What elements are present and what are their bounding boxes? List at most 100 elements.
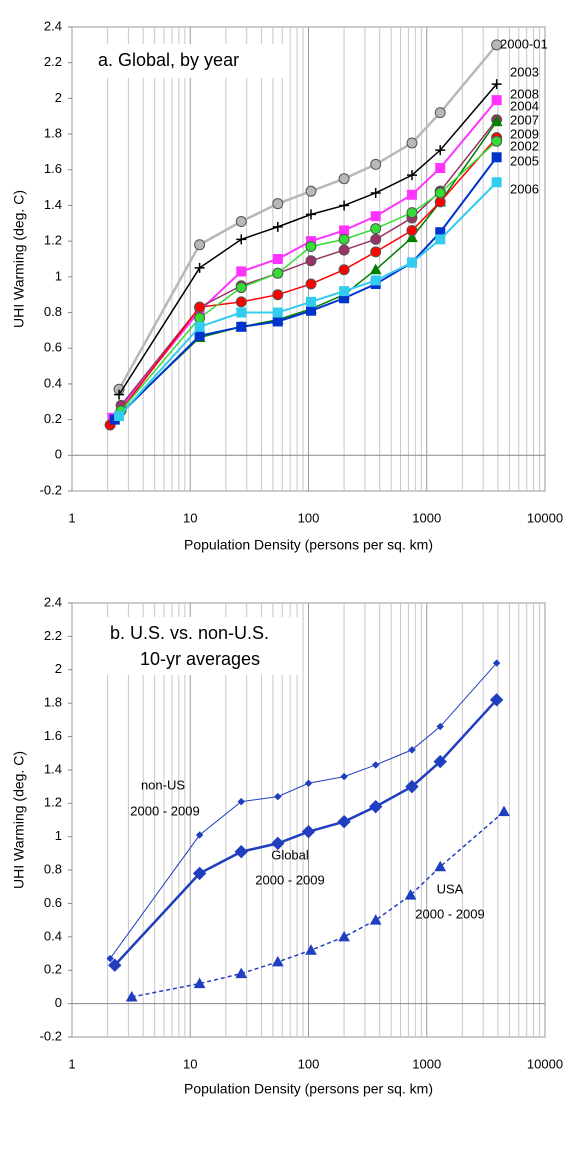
marker	[194, 301, 206, 313]
marker	[194, 321, 205, 332]
annotation: Global	[271, 847, 309, 862]
marker	[406, 257, 417, 268]
y-tick-label: 2	[55, 90, 62, 105]
marker	[491, 95, 502, 106]
series-line	[118, 83, 498, 396]
marker	[305, 944, 317, 955]
marker	[339, 286, 350, 297]
marker	[114, 389, 125, 400]
annotation: 2000 - 2009	[415, 906, 484, 921]
marker	[194, 239, 206, 251]
marker	[489, 693, 504, 707]
series-line	[120, 119, 498, 406]
x-tick-label: 10	[183, 1056, 197, 1071]
marker	[338, 930, 350, 942]
y-tick-label: 1.4	[44, 197, 62, 212]
y-tick-label: 0.2	[44, 411, 62, 426]
marker	[235, 296, 247, 308]
marker	[434, 187, 446, 199]
marker	[435, 145, 446, 156]
marker	[498, 805, 510, 817]
series-line	[117, 44, 498, 390]
x-tick-label: 1000	[412, 510, 441, 525]
y-tick-label: 0.4	[44, 375, 62, 390]
x-tick-label: 100	[298, 1056, 320, 1071]
marker	[491, 135, 503, 147]
annotation: non-US	[141, 777, 185, 792]
marker	[194, 330, 205, 341]
y-tick-label: 1.2	[44, 795, 62, 810]
marker	[338, 173, 350, 185]
marker	[492, 659, 501, 667]
x-tick-label: 1000	[412, 1056, 441, 1071]
y-tick-label: -0.2	[40, 1028, 62, 1043]
marker	[305, 241, 317, 253]
marker	[370, 211, 381, 222]
marker	[370, 187, 381, 198]
marker	[370, 223, 382, 235]
marker	[406, 224, 418, 236]
series-label: 2000-01	[500, 36, 548, 51]
marker	[370, 246, 382, 258]
marker	[272, 254, 283, 264]
x-tick-label: 100	[298, 510, 320, 525]
y-tick-label: 0.2	[44, 962, 62, 977]
x-tick-label: 10000	[527, 1056, 563, 1071]
series-label: 2007	[510, 112, 539, 127]
marker	[369, 914, 382, 925]
y-tick-label: 0	[55, 447, 62, 462]
marker	[272, 316, 283, 327]
chart-title: a. Global, by year	[98, 50, 239, 70]
chart-title: 10-yr averages	[140, 649, 260, 669]
annotation: 2000 - 2009	[255, 872, 324, 887]
marker	[370, 158, 382, 170]
marker	[338, 233, 350, 245]
marker	[405, 779, 419, 794]
y-tick-label: 0.4	[44, 928, 62, 943]
marker	[370, 275, 381, 286]
marker	[236, 266, 247, 277]
y-tick-label: 1.2	[44, 233, 62, 248]
marker	[301, 824, 316, 839]
marker	[370, 233, 382, 245]
series-line	[111, 99, 498, 419]
title-box	[88, 44, 283, 78]
series-label: 2008	[510, 86, 539, 101]
marker	[272, 198, 284, 210]
marker	[271, 836, 285, 851]
marker	[339, 200, 350, 211]
marker	[434, 860, 447, 872]
marker	[194, 262, 205, 273]
marker	[195, 831, 204, 839]
series-label: 2002	[510, 138, 539, 153]
y-axis-title: UHI Warming (deg. C)	[11, 190, 27, 328]
series-line	[118, 181, 498, 417]
y-tick-label: 1	[55, 268, 62, 283]
marker	[369, 263, 382, 275]
marker	[406, 207, 418, 219]
y-tick-label: 0.6	[44, 895, 62, 910]
annotation: 2000 - 2009	[130, 803, 199, 818]
series-label: 2005	[510, 153, 539, 168]
marker	[306, 209, 317, 220]
marker	[406, 170, 417, 181]
y-tick-label: 1	[55, 828, 62, 843]
marker	[404, 889, 417, 900]
marker	[114, 411, 125, 422]
y-tick-label: 0	[55, 995, 62, 1010]
marker	[236, 234, 247, 245]
marker	[491, 152, 502, 163]
series-line	[113, 698, 498, 967]
marker	[434, 107, 446, 119]
series-label: 2009	[510, 126, 539, 141]
y-tick-label: 1.6	[44, 161, 62, 176]
marker	[490, 115, 503, 127]
x-tick-label: 10000	[527, 510, 563, 525]
marker	[106, 954, 114, 963]
y-tick-label: 0.8	[44, 862, 62, 877]
y-tick-label: 2.2	[44, 54, 62, 69]
marker	[435, 162, 446, 173]
marker	[272, 221, 283, 232]
marker	[337, 814, 351, 829]
y-axis-title: UHI Warming (deg. C)	[11, 751, 27, 889]
